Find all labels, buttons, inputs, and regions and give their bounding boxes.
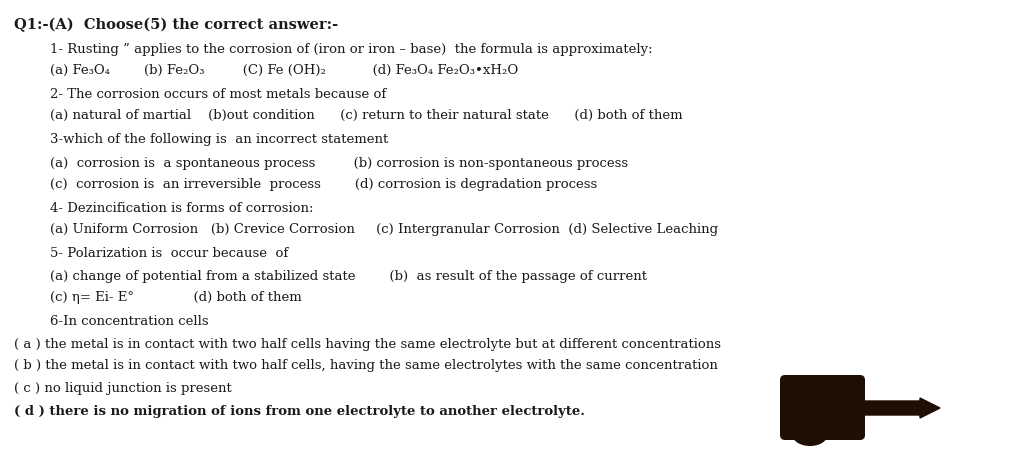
Text: ( d ) there is no migration of ions from one electrolyte to another electrolyte.: ( d ) there is no migration of ions from… [14, 405, 584, 418]
Text: (a) change of potential from a stabilized state        (b)  as result of the pas: (a) change of potential from a stabilize… [50, 270, 646, 283]
Text: ( b ) the metal is in contact with two half cells, having the same electrolytes : ( b ) the metal is in contact with two h… [14, 359, 717, 372]
Text: 6-In concentration cells: 6-In concentration cells [50, 315, 208, 328]
Text: ( a ) the metal is in contact with two half cells having the same electrolyte bu: ( a ) the metal is in contact with two h… [14, 338, 720, 351]
FancyArrow shape [859, 398, 939, 418]
Text: (a)  corrosion is  a spontaneous process         (b) corrosion is non-spontaneou: (a) corrosion is a spontaneous process (… [50, 157, 628, 170]
Text: 2- The corrosion occurs of most metals because of: 2- The corrosion occurs of most metals b… [50, 88, 386, 101]
Ellipse shape [792, 424, 827, 446]
Text: (c) η= Ei- E°              (d) both of them: (c) η= Ei- E° (d) both of them [50, 291, 301, 304]
Text: (c)  corrosion is  an irreversible  process        (d) corrosion is degradation : (c) corrosion is an irreversible process… [50, 178, 596, 191]
Ellipse shape [785, 381, 814, 399]
FancyBboxPatch shape [779, 375, 864, 440]
Text: (a) natural of martial    (b)out condition      (c) return to their natural stat: (a) natural of martial (b)out condition … [50, 109, 682, 122]
Text: (a) Fe₃O₄        (b) Fe₂O₃         (C) Fe (OH)₂           (d) Fe₃O₄ Fe₂O₃•xH₂O: (a) Fe₃O₄ (b) Fe₂O₃ (C) Fe (OH)₂ (d) Fe₃… [50, 64, 518, 77]
Text: ( c ) no liquid junction is present: ( c ) no liquid junction is present [14, 382, 232, 395]
Text: 5- Polarization is  occur because  of: 5- Polarization is occur because of [50, 247, 288, 260]
Text: Q1:-(A)  Choose(5) the correct answer:-: Q1:-(A) Choose(5) the correct answer:- [14, 18, 338, 32]
Text: (a) Uniform Corrosion   (b) Crevice Corrosion     (c) Intergranular Corrosion  (: (a) Uniform Corrosion (b) Crevice Corros… [50, 223, 718, 236]
Text: 1- Rusting ” applies to the corrosion of (iron or iron – base)  the formula is a: 1- Rusting ” applies to the corrosion of… [50, 43, 652, 56]
Text: 3-which of the following is  an incorrect statement: 3-which of the following is an incorrect… [50, 133, 388, 146]
Text: 4- Dezincification is forms of corrosion:: 4- Dezincification is forms of corrosion… [50, 202, 313, 215]
